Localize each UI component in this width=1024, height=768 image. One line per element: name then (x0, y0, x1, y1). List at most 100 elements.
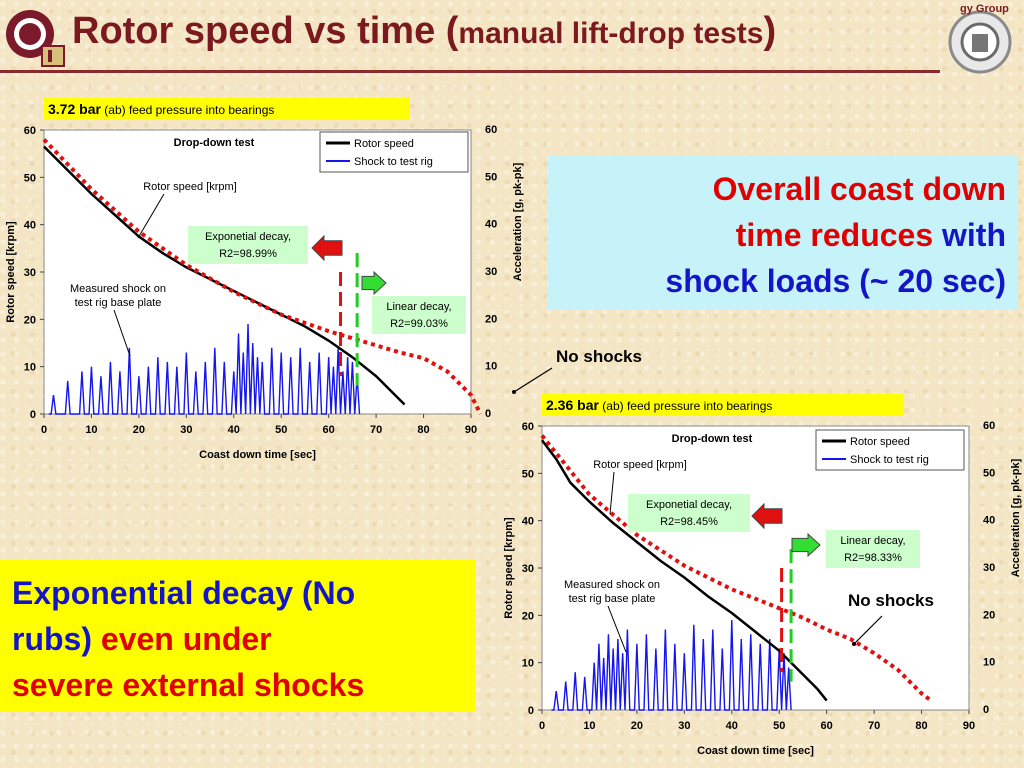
chart1-legend-shock-label: Shock to test rig (354, 156, 433, 168)
chart2-y2-tick-label: 60 (983, 420, 995, 432)
chart1-rotor-speed-line (43, 145, 406, 406)
chart2-red-arrow-icon (751, 502, 783, 530)
chart2-x-axis-label: Coast down time [sec] (697, 745, 814, 757)
chart1-y-tick-label: 0 (30, 409, 36, 421)
chart1-rotor-annotation-pointer (137, 193, 165, 239)
chart2-y-tick-label: 50 (522, 468, 534, 480)
chart1-x-tick-label: 10 (85, 424, 97, 436)
chart2-y-axis-label: Rotor speed [krpm] (503, 517, 515, 619)
chart2-legend-shock-label: Shock to test rig (850, 454, 929, 466)
chart1-legend-box (319, 131, 469, 173)
coast-down-callout: Overall coast down time reduces with sho… (548, 156, 1018, 310)
chart1-y-tick-label: 30 (24, 267, 36, 279)
chart2-y-tick-label: 10 (522, 658, 534, 670)
callout-right-line1: Overall coast down (712, 171, 1006, 207)
chart1-exp-decay-box (188, 226, 308, 264)
chart1-x-tick-label: 0 (41, 424, 47, 436)
chart1-y2-tick-label: 60 (485, 124, 497, 136)
chart1-lin-decay-label2: R2=99.03% (390, 318, 448, 330)
chart2-y2-tick-label: 10 (983, 657, 995, 669)
chart2-x-tick-label: 40 (726, 720, 738, 732)
chart2-y2-tick-label: 0 (983, 704, 989, 716)
chart2-exp-fit-line (540, 434, 933, 703)
chart2-lin-decay-label1: Linear decay, (840, 535, 905, 547)
chart2-y-tick-label: 0 (528, 705, 534, 717)
chart2-x-tick-label: 10 (583, 720, 595, 732)
chart1-x-axis-label: Coast down time [sec] (199, 449, 316, 461)
title-sub: manual lift-drop tests (458, 17, 764, 50)
chart1-y2-tick-label: 0 (485, 408, 491, 420)
chart1-x-tick-label: 60 (323, 424, 335, 436)
chart2-no-shocks-pointer-tip (852, 642, 856, 646)
chart2-y2-axis-label: Acceleration [g, pk-pk] (1010, 458, 1022, 577)
chart1-y-tick-label: 40 (24, 220, 36, 232)
chart1-header-box (44, 98, 410, 120)
logo-right-text: gy Group (960, 3, 1009, 15)
chart1-y2-tick-label: 10 (485, 361, 497, 373)
group-logo-icon: gy Group (948, 3, 1012, 74)
chart1-rotor-speed-annotation: Rotor speed [krpm] (143, 181, 237, 193)
chart2-x-tick-label: 80 (915, 720, 927, 732)
chart2-x-tick-label: 60 (821, 720, 833, 732)
chart2-y2-tick-label: 50 (983, 467, 995, 479)
chart2-shock-annotation-pointer (607, 605, 627, 653)
chart2-header-box (542, 394, 904, 416)
chart2-y-tick-label: 40 (522, 516, 534, 528)
chart2-legend-rotor-label: Rotor speed (850, 436, 910, 448)
chart2-shock-annotation-line1: Measured shock on (564, 579, 660, 591)
chart1-x-tick-label: 80 (417, 424, 429, 436)
chart2-x-tick-label: 50 (773, 720, 785, 732)
chart2-y2-tick-label: 30 (983, 562, 995, 574)
chart1-x-tick-label: 50 (275, 424, 287, 436)
chart1-y2-axis-label: Acceleration [g, pk-pk] (512, 162, 524, 281)
chart2-x-tick-label: 30 (678, 720, 690, 732)
callout-right-line2a: time reduces (735, 217, 934, 253)
chart1-lin-decay-label1: Linear decay, (386, 301, 451, 313)
title-main: Rotor speed vs time ( (72, 10, 459, 52)
chart1-y2-tick-label: 40 (485, 219, 497, 231)
callout-left-line3: severe external shocks (12, 667, 365, 703)
chart2-rotor-speed-annotation: Rotor speed [krpm] (593, 459, 687, 471)
chart1-x-tick-label: 40 (228, 424, 240, 436)
chart1-y-tick-label: 60 (24, 125, 36, 137)
callout-right-line2b: with (933, 217, 1006, 253)
chart2-rotor-annotation-pointer (609, 471, 615, 515)
callout-left-line2b: even under (92, 621, 272, 657)
chart2-x-tick-label: 70 (868, 720, 880, 732)
chart1-exp-decay-label1: Exponetial decay, (205, 231, 291, 243)
page-title: Rotor speed vs time (manual lift-drop te… (72, 6, 776, 56)
chart2-x-tick-label: 0 (539, 720, 545, 732)
callout-right-line3: shock loads (~ 20 sec) (665, 263, 1006, 299)
chart1-x-tick-label: 30 (180, 424, 192, 436)
chart2-no-shocks-label: No shocks (848, 591, 934, 610)
chart2-lin-decay-box (826, 530, 920, 568)
chart1-legend-rotor-label: Rotor speed (354, 138, 414, 150)
chart1-y-tick-label: 20 (24, 314, 36, 326)
chart2-header-text: 2.36 bar (ab) feed pressure into bearing… (546, 397, 772, 413)
chart2-shock-series-line (551, 620, 792, 711)
chart1-x-tick-label: 90 (465, 424, 477, 436)
university-logo-icon (6, 10, 65, 67)
chart2-inner-title: Drop-down test (672, 433, 753, 445)
chart1-y2-tick-label: 50 (485, 171, 497, 183)
chart1-exp-decay-label2: R2=98.99% (219, 248, 277, 260)
chart2-y-tick-label: 30 (522, 563, 534, 575)
chart1-shock-annotation-line2: test rig base plate (75, 297, 162, 309)
chart1-lin-decay-box (372, 296, 466, 334)
chart1-y-axis-label: Rotor speed [krpm] (5, 221, 17, 323)
chart2-y-tick-label: 20 (522, 610, 534, 622)
callout-left-line1: Exponential decay (No (12, 575, 356, 611)
chart1-shock-annotation-pointer (113, 309, 131, 357)
chart2-y-tick-label: 60 (522, 421, 534, 433)
chart2-y2-tick-label: 40 (983, 515, 995, 527)
callout-left-line2a: rubs) (12, 621, 92, 657)
chart1-y-tick-label: 50 (24, 172, 36, 184)
chart1-y2-tick-label: 30 (485, 266, 497, 278)
chart1-shock-series-line (48, 324, 361, 415)
chart2-green-arrow-icon (791, 532, 821, 558)
chart2-y2-tick-label: 20 (983, 609, 995, 621)
chart1-y2-tick-label: 20 (485, 313, 497, 325)
chart2-exp-decay-label1: Exponetial decay, (646, 499, 732, 511)
chart1-header-text: 3.72 bar (ab) feed pressure into bearing… (48, 101, 274, 117)
